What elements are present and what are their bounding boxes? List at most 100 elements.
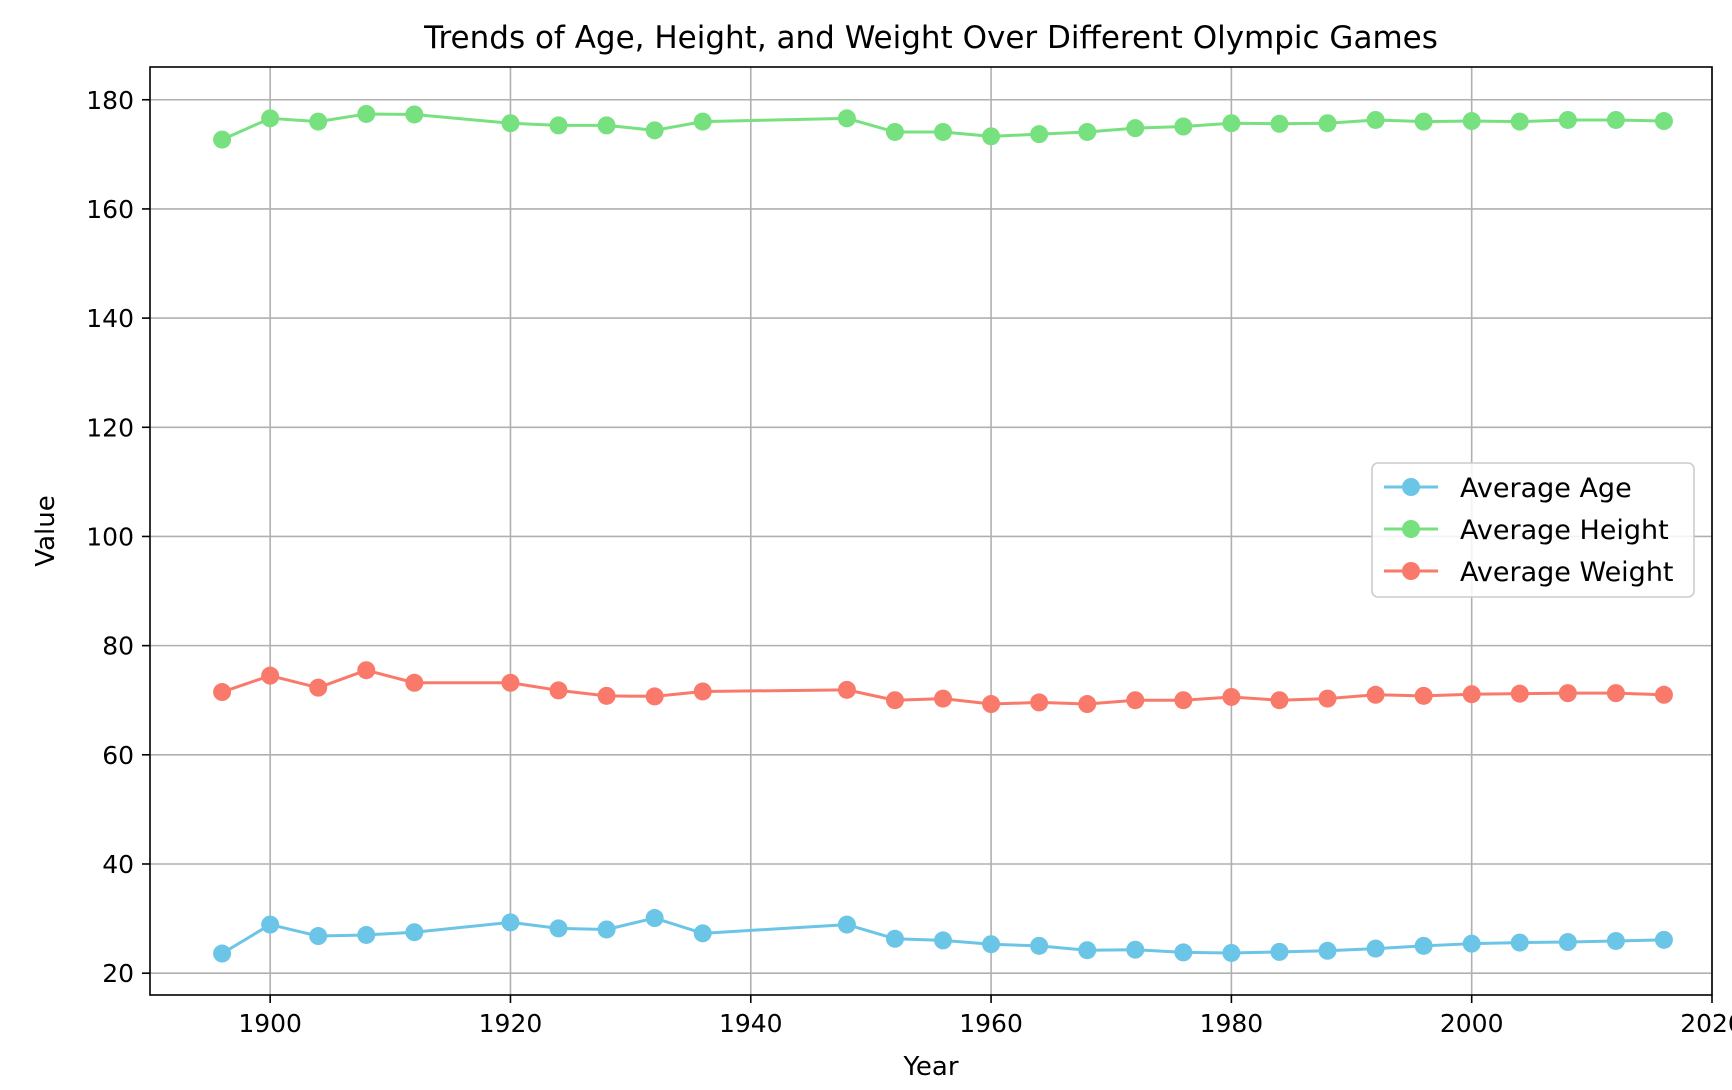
- data-point: [645, 121, 664, 140]
- series-1: [213, 104, 1673, 149]
- data-point: [1270, 691, 1289, 710]
- series-line: [221, 916, 1664, 955]
- data-point: [309, 927, 328, 946]
- x-tick-label: 2020: [1680, 1009, 1732, 1038]
- data-point: [261, 109, 280, 128]
- data-point: [837, 915, 856, 934]
- data-point: [1174, 691, 1193, 710]
- data-point: [213, 944, 232, 963]
- data-point: [1606, 684, 1625, 703]
- data-point: [934, 689, 953, 708]
- data-point: [597, 920, 616, 939]
- data-point: [1030, 936, 1049, 955]
- y-tick-label: 40: [102, 850, 134, 879]
- data-point: [501, 114, 520, 133]
- legend-item: Average Age: [1384, 473, 1632, 504]
- data-point: [213, 130, 232, 149]
- y-tick-label: 160: [86, 195, 134, 224]
- data-point: [549, 919, 568, 938]
- legend-marker: [1402, 562, 1420, 580]
- grid: [150, 67, 1713, 995]
- y-tick-label: 20: [102, 959, 134, 988]
- ticks: 1900192019401960198020002020204060801001…: [86, 86, 1732, 1038]
- chart-title: Trends of Age, Height, and Weight Over D…: [423, 20, 1438, 56]
- data-point: [1558, 110, 1577, 129]
- data-point: [501, 673, 520, 692]
- data-point: [213, 683, 232, 702]
- data-point: [885, 929, 904, 948]
- data-point: [837, 109, 856, 128]
- data-point: [645, 909, 664, 928]
- data-point: [1654, 685, 1673, 704]
- data-point: [357, 661, 376, 680]
- data-point: [405, 673, 424, 692]
- data-point: [1414, 686, 1433, 705]
- data-point: [1222, 687, 1241, 706]
- data-point: [309, 112, 328, 131]
- data-point: [645, 687, 664, 706]
- data-point: [1654, 930, 1673, 949]
- data-point: [549, 116, 568, 135]
- x-tick-label: 1940: [719, 1009, 783, 1038]
- data-point: [1414, 112, 1433, 131]
- data-point: [1318, 941, 1337, 960]
- data-point: [261, 666, 280, 685]
- data-point: [309, 678, 328, 697]
- data-point: [549, 681, 568, 700]
- data-point: [1558, 684, 1577, 703]
- x-tick-label: 1980: [1200, 1009, 1264, 1038]
- data-point: [885, 122, 904, 141]
- series-2: [213, 661, 1673, 714]
- data-point: [1318, 689, 1337, 708]
- legend-label: Average Age: [1460, 473, 1632, 504]
- x-tick-label: 2000: [1440, 1009, 1504, 1038]
- data-point: [1366, 939, 1385, 958]
- data-point: [1606, 931, 1625, 950]
- data-point: [1222, 943, 1241, 962]
- data-point: [934, 931, 953, 950]
- data-point: [1318, 114, 1337, 133]
- data-point: [1462, 934, 1481, 953]
- data-point: [597, 116, 616, 135]
- data-point: [693, 682, 712, 701]
- y-tick-label: 180: [86, 86, 134, 115]
- data-point: [1078, 122, 1097, 141]
- data-point: [1222, 114, 1241, 133]
- series-layer: [213, 104, 1673, 963]
- data-point: [982, 695, 1001, 714]
- data-point: [1174, 943, 1193, 962]
- legend-marker: [1402, 478, 1420, 496]
- data-point: [1126, 119, 1145, 138]
- data-point: [1366, 685, 1385, 704]
- legend-item: Average Weight: [1384, 557, 1674, 588]
- x-tick-label: 1960: [959, 1009, 1023, 1038]
- data-point: [1462, 685, 1481, 704]
- legend-marker: [1402, 520, 1420, 538]
- data-point: [1174, 117, 1193, 136]
- y-axis-title: Value: [31, 495, 61, 566]
- data-point: [597, 686, 616, 705]
- data-point: [357, 104, 376, 123]
- data-point: [1078, 941, 1097, 960]
- x-axis-title: Year: [902, 1052, 958, 1082]
- data-point: [405, 923, 424, 942]
- data-point: [837, 680, 856, 699]
- data-point: [1126, 691, 1145, 710]
- series-0: [213, 909, 1673, 963]
- legend: Average Age Average Height Average Weight: [1371, 462, 1695, 598]
- data-point: [501, 913, 520, 932]
- plot-frame: [149, 66, 1713, 996]
- data-point: [1606, 110, 1625, 129]
- data-point: [1654, 112, 1673, 131]
- y-tick-label: 60: [102, 741, 134, 770]
- data-point: [1510, 112, 1529, 131]
- data-point: [1030, 693, 1049, 712]
- data-point: [1030, 125, 1049, 144]
- data-point: [1558, 933, 1577, 952]
- data-point: [1510, 933, 1529, 952]
- data-point: [1462, 112, 1481, 131]
- legend-box: [1371, 462, 1695, 598]
- data-point: [885, 691, 904, 710]
- data-point: [693, 112, 712, 131]
